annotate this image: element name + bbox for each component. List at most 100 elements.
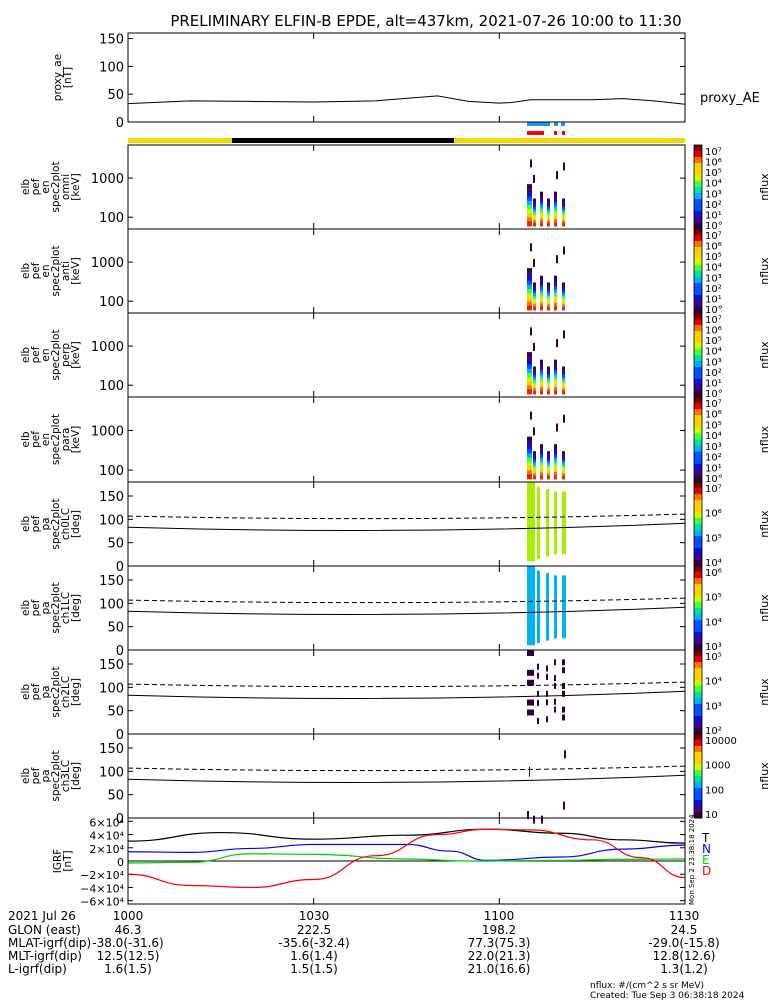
colorbar-segment xyxy=(694,151,702,158)
blue-marker xyxy=(561,122,565,126)
spectrum-cell xyxy=(527,440,532,446)
spectrum-cell xyxy=(527,385,532,391)
glon-value: 24.5 xyxy=(671,923,698,937)
spectrum-cell xyxy=(562,473,565,477)
spectrum-cell xyxy=(527,184,532,189)
colorbar-segment xyxy=(694,337,702,344)
pa-cell xyxy=(562,667,565,674)
colorbar-segment xyxy=(694,409,702,416)
row-label-date: 2021 Jul 26 xyxy=(8,909,76,923)
spectrum-cell xyxy=(533,380,536,384)
series-legend-T: T xyxy=(701,831,710,845)
panel-frame xyxy=(127,32,686,123)
spectrum-cell xyxy=(554,383,557,388)
colorbar-segment xyxy=(694,560,702,567)
spectrum-cell xyxy=(562,467,565,472)
red-marker xyxy=(527,131,544,135)
spectrum-cell xyxy=(563,414,565,423)
pa-cell xyxy=(562,714,565,721)
y-axis-label: pa xyxy=(40,517,52,530)
l-value: 1.3(1.2) xyxy=(660,962,708,976)
spectrum-cell xyxy=(547,222,550,226)
spectrum-cell xyxy=(562,385,565,389)
spectrum-cell xyxy=(527,453,532,459)
spectrum-cell xyxy=(562,301,565,305)
spectrum-cell xyxy=(527,368,532,374)
panel-frame xyxy=(127,649,686,735)
mlat-value: -38.0(-31.6) xyxy=(92,936,163,950)
colorbar-segment xyxy=(694,572,702,579)
spectrum-cell xyxy=(562,390,565,394)
y-tick-label: 100 xyxy=(99,681,124,696)
colorbar-segment xyxy=(694,578,702,585)
y-axis-label: anti xyxy=(60,261,72,281)
panel-igrf: IGRF[nT] 6×10⁴4×10⁴2×10⁴0−2×10⁴−4×10⁴−6×1… xyxy=(52,816,711,908)
spectrum-cell xyxy=(540,215,543,220)
colorbar-segment xyxy=(694,397,702,404)
y-tick-label: 50 xyxy=(107,705,124,720)
colorbar-segment xyxy=(694,770,702,777)
spectrum-cell xyxy=(554,212,557,217)
spectrum-cell xyxy=(547,377,550,381)
pa-cell xyxy=(527,566,535,646)
y-axis-label: pef xyxy=(30,262,42,279)
y-axis-label: [nT] xyxy=(62,67,74,88)
colorbar-segment xyxy=(694,662,702,669)
spectrum-cell xyxy=(562,222,565,226)
igrf-series-E xyxy=(127,853,686,864)
y-tick-label: 0 xyxy=(117,856,124,869)
pa-cell xyxy=(527,679,534,686)
spectrum-cell xyxy=(527,297,532,303)
colorbar-segment xyxy=(694,530,702,537)
colorbar-segment xyxy=(694,181,702,188)
loss-cone-dashed xyxy=(127,681,686,688)
y-tick-label: 150 xyxy=(99,33,124,48)
y-axis-label: [keV] xyxy=(70,426,82,454)
pa-cell xyxy=(527,709,534,716)
spectrum-cell xyxy=(562,304,565,308)
spectrum-cell xyxy=(540,380,543,385)
y-axis-label: proxy_ae xyxy=(52,54,64,101)
spectrum-cell xyxy=(527,192,532,198)
glon-value: 222.5 xyxy=(297,923,331,937)
y-tick-label: 0 xyxy=(116,116,124,131)
colorbar-segment xyxy=(694,367,702,374)
spectrum-cell xyxy=(547,288,550,292)
spectrum-cell xyxy=(563,330,565,339)
spectrum-cell xyxy=(540,383,543,388)
colorbar-segment xyxy=(694,241,702,248)
loss-cone-dashed xyxy=(127,597,686,604)
colorbar-segment xyxy=(694,301,702,308)
spectrum-cell xyxy=(527,276,532,282)
y-axis-label: [deg] xyxy=(70,678,82,706)
colorbar-segment xyxy=(694,674,702,681)
spectrum-cell xyxy=(554,215,557,220)
spectrum-cell xyxy=(554,289,557,294)
y-axis-label: pef xyxy=(30,683,42,700)
colorbar-segment xyxy=(694,253,702,260)
spectrum-cell xyxy=(547,462,550,466)
spectrum-cell xyxy=(533,301,536,305)
y-tick-label: 100 xyxy=(99,379,124,394)
colorbar-segment xyxy=(694,295,702,302)
spectrum-cell xyxy=(540,279,543,284)
y-axis-label: [nT] xyxy=(62,850,74,871)
spectrum-cell xyxy=(540,195,543,200)
spectrum-cell xyxy=(562,453,565,458)
colorbar-tick-label: 10000 xyxy=(705,736,737,747)
y-axis-label: ch1LC xyxy=(60,592,72,624)
spectrum-cell xyxy=(527,356,532,361)
colorbar-tick-label: 10⁵ xyxy=(705,420,722,431)
spectrum-cell xyxy=(547,293,550,297)
spectrum-cell xyxy=(554,454,557,459)
spectrum-cell xyxy=(547,366,550,370)
colorbar-tick-label: 1000 xyxy=(705,761,730,772)
spectrum-cell xyxy=(527,213,532,219)
y-tick-label: 0 xyxy=(116,728,124,743)
y-tick-label: 50 xyxy=(107,789,124,804)
spectrum-cell xyxy=(556,255,558,264)
colorbar-segment xyxy=(694,451,702,459)
y-tick-label: 100 xyxy=(99,765,124,780)
spectrum-cell xyxy=(547,467,550,472)
spectrum-cell xyxy=(554,359,557,364)
